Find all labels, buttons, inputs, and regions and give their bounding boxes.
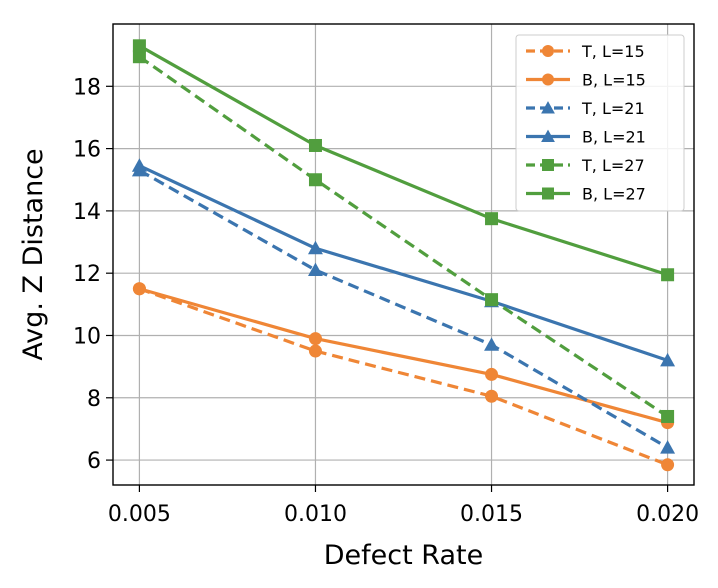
- legend-label: B, L=27: [582, 185, 646, 204]
- y-axis-label: Avg. Z Distance: [18, 148, 49, 360]
- data-point: [132, 282, 146, 296]
- legend-marker: [542, 45, 554, 57]
- x-tick-label: 0.015: [460, 502, 523, 527]
- series-b-l-27: [132, 39, 675, 282]
- data-point: [308, 332, 322, 346]
- data-point: [132, 50, 146, 64]
- x-tick-label: 0.005: [108, 502, 171, 527]
- y-tick-label: 14: [73, 200, 101, 225]
- series-line: [138, 169, 669, 450]
- series-line: [138, 287, 669, 467]
- y-tick-label: 12: [73, 262, 101, 287]
- legend-marker: [542, 73, 554, 86]
- legend-marker: [542, 159, 554, 171]
- legend-label: T, L=21: [581, 99, 645, 118]
- data-point: [485, 212, 499, 226]
- data-point: [660, 352, 676, 367]
- x-tick-label: 0.010: [284, 502, 347, 527]
- legend-marker: [541, 101, 555, 114]
- series-t-l-27: [132, 50, 675, 423]
- y-tick-label: 16: [73, 138, 101, 163]
- series-line: [138, 287, 669, 425]
- series-lines: [131, 39, 676, 472]
- x-tick-label: 0.020: [636, 502, 699, 527]
- data-point: [485, 293, 499, 307]
- legend-marker: [542, 187, 554, 200]
- y-tick-label: 10: [73, 324, 101, 349]
- data-point: [307, 262, 323, 277]
- y-tick-label: 6: [87, 449, 101, 474]
- legend-label: T, L=27: [581, 156, 645, 175]
- plot-frame: [112, 23, 695, 486]
- legend: T, L=15 B, L=15 T, L=21 B, L=21 T, L=27 B, L=…: [515, 34, 685, 212]
- legend-label: T, L=15: [581, 42, 645, 61]
- series-line: [138, 55, 669, 418]
- data-point: [131, 158, 147, 172]
- axis-ticks: 0.005 0.010 0.015 0.020 6 8 10 12 14 16 18: [73, 75, 699, 527]
- data-point: [308, 344, 322, 358]
- data-point: [660, 440, 676, 454]
- x-axis-label: Defect Rate: [324, 540, 483, 571]
- data-point: [307, 240, 323, 255]
- data-point: [661, 458, 675, 472]
- series-line: [138, 44, 669, 277]
- data-point: [308, 173, 322, 187]
- series-line: [138, 164, 669, 362]
- legend-marker: [541, 129, 555, 143]
- data-point: [661, 268, 675, 282]
- data-point: [484, 337, 500, 351]
- data-point: [485, 367, 499, 381]
- data-point: [485, 389, 499, 403]
- legend-label: B, L=21: [582, 128, 646, 147]
- data-point: [132, 39, 146, 53]
- y-tick-label: 8: [87, 387, 101, 412]
- data-point: [308, 138, 322, 152]
- legend-label: B, L=15: [582, 71, 646, 90]
- y-tick-label: 18: [73, 75, 101, 100]
- series-b-l-15: [132, 282, 675, 430]
- data-point: [661, 409, 675, 423]
